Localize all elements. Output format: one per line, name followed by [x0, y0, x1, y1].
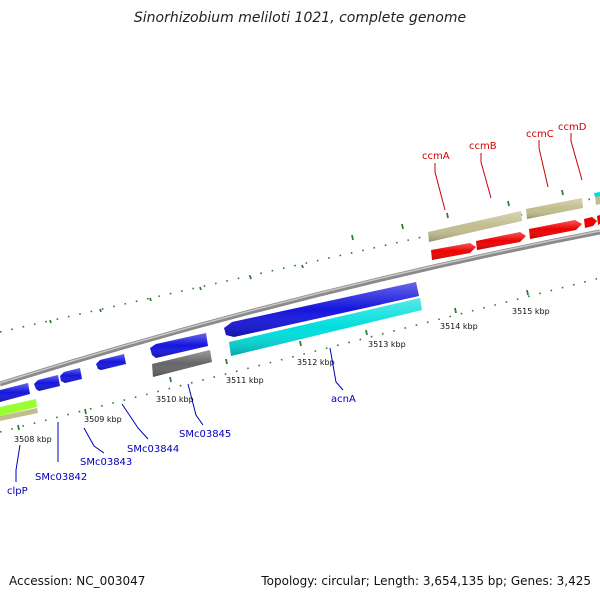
gene-label-SMc03845: SMc03845 [179, 429, 231, 440]
reverse-strand-features [0, 282, 422, 421]
kbp-label-3511: 3511 kbp [226, 376, 264, 385]
reverse-gene-labels: clpP SMc03842 SMc03843 SMc03844 SMc03845… [7, 394, 356, 497]
accession-text: Accession: NC_003047 [9, 574, 146, 588]
gene-label-ccmD: ccmD [558, 122, 587, 133]
gene-ccmD-khaki [595, 195, 600, 205]
forward-strand-genes [428, 192, 600, 242]
genome-stats-text: Topology: circular; Length: 3,654,135 bp… [261, 574, 591, 588]
cds-ccmD-red [584, 217, 597, 228]
gene-clpP-khaki [0, 408, 38, 421]
kbp-label-3513: 3513 kbp [368, 340, 406, 349]
kbp-label-3512: 3512 kbp [297, 358, 335, 367]
gene-label-ccmB: ccmB [469, 141, 497, 152]
kbp-label-3509: 3509 kbp [84, 415, 122, 424]
gene-label-acnA: acnA [331, 394, 356, 405]
gene-cyan-edge [594, 192, 600, 197]
reverse-gene-leaders [15, 347, 344, 482]
tick-track-lower-major [17, 289, 529, 431]
gene-clpP-lime [0, 399, 37, 416]
kbp-label-3514: 3514 kbp [440, 322, 478, 331]
gene-label-SMc03842: SMc03842 [35, 472, 87, 483]
gene-label-SMc03844: SMc03844 [127, 444, 179, 455]
gene-label-clpP: clpP [7, 486, 28, 497]
kbp-label-3515: 3515 kbp [512, 307, 550, 316]
forward-strand-cds [431, 215, 600, 260]
gene-label-ccmA: ccmA [422, 151, 450, 162]
gene-label-ccmC: ccmC [526, 129, 554, 140]
tick-track-upper-major [49, 189, 564, 324]
map-title: Sinorhizobium meliloti 1021, complete ge… [133, 10, 467, 26]
kbp-label-3508: 3508 kbp [14, 435, 52, 444]
forward-gene-leaders [434, 133, 583, 211]
kbp-label-3510: 3510 kbp [156, 395, 194, 404]
genome-backbone [0, 229, 600, 387]
gene-label-SMc03843: SMc03843 [80, 457, 132, 468]
kbp-labels: 3508 kbp 3509 kbp 3510 kbp 3511 kbp 3512… [14, 307, 550, 444]
forward-gene-labels: ccmA ccmB ccmC ccmD [422, 122, 587, 162]
cds-extra-red [597, 215, 600, 225]
